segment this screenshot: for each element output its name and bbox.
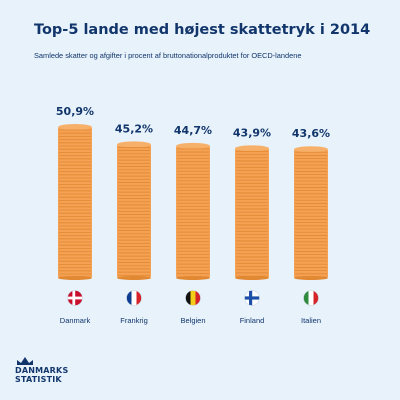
category-label: Danmark — [60, 316, 91, 325]
france-flag-icon — [126, 290, 142, 306]
bar — [58, 124, 92, 280]
finland-flag-icon — [244, 290, 260, 306]
bar — [117, 141, 151, 280]
bar — [176, 142, 210, 280]
denmark-flag-icon — [67, 290, 83, 306]
data-label: 43,9% — [233, 126, 271, 139]
category-label: Finland — [240, 316, 265, 325]
belgium-flag-icon — [185, 290, 201, 306]
italy-flag-icon — [303, 290, 319, 306]
logo-line-2: STATISTIK — [15, 375, 62, 384]
data-label: 43,6% — [292, 127, 330, 140]
category-label: Italien — [301, 316, 321, 325]
data-label: 45,2% — [115, 122, 153, 135]
crown-icon — [17, 357, 33, 365]
chart-title: Top-5 lande med højest skattetryk i 2014 — [34, 22, 371, 38]
bar — [235, 145, 269, 280]
chart-subtitle: Samlede skatter og afgifter i procent af… — [34, 51, 302, 60]
data-label: 50,9% — [56, 105, 94, 118]
data-label: 44,7% — [174, 124, 212, 137]
logo-line-1: DANMARKS — [15, 366, 69, 375]
category-label: Frankrig — [120, 316, 148, 325]
category-label: Belgien — [180, 316, 205, 325]
danmarks-statistik-logo: DANMARKS STATISTIK — [6, 356, 116, 392]
bar — [294, 146, 328, 280]
